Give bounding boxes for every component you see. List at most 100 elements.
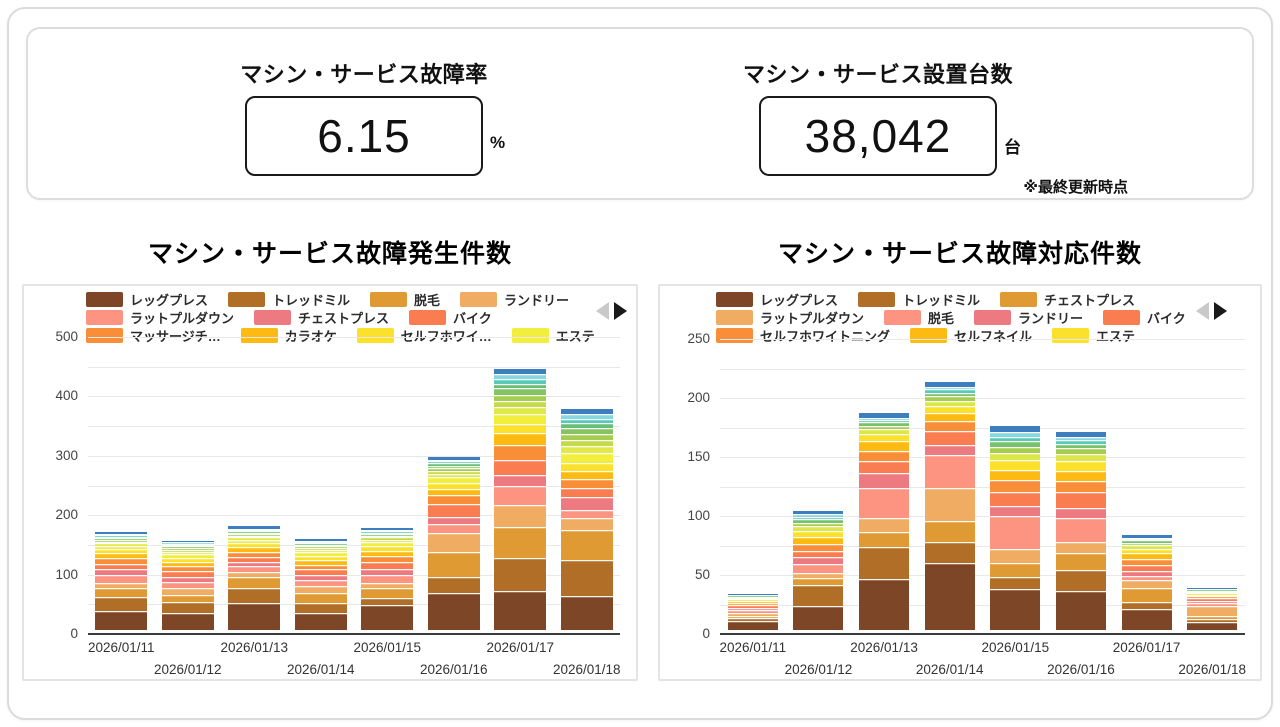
bar-segment[interactable] [793, 556, 844, 564]
bar-segment[interactable] [494, 395, 547, 402]
bar-segment[interactable] [924, 541, 975, 563]
bar-segment[interactable] [560, 487, 613, 497]
bar-segment[interactable] [793, 519, 844, 523]
bar-segment[interactable] [924, 401, 975, 406]
bar-segment[interactable] [727, 595, 778, 597]
bar-segment[interactable] [1121, 539, 1172, 541]
bar-segment[interactable] [990, 588, 1041, 630]
bar-segment[interactable] [560, 518, 613, 531]
bar-segment[interactable] [924, 562, 975, 630]
bar-segment[interactable] [161, 571, 214, 577]
bar-segment[interactable] [294, 543, 347, 545]
bar-segment[interactable] [793, 514, 844, 517]
bar-segment[interactable] [560, 595, 613, 630]
bar-segment[interactable] [95, 549, 148, 554]
bar-segment[interactable] [361, 582, 414, 589]
bar-segment[interactable] [727, 597, 778, 600]
bar-segment[interactable] [161, 581, 214, 588]
bar-segment[interactable] [427, 576, 480, 594]
bar-segment[interactable] [161, 548, 214, 550]
bar-segment[interactable] [494, 378, 547, 384]
bar-segment[interactable] [924, 382, 975, 388]
bar-segment[interactable] [859, 547, 910, 580]
bar-segment[interactable] [859, 412, 910, 418]
bar-segment[interactable] [228, 528, 281, 530]
bar-segment[interactable] [1187, 595, 1238, 599]
bar-segment[interactable] [294, 602, 347, 614]
bar-segment[interactable] [427, 482, 480, 489]
legend-prev-icon[interactable] [1196, 302, 1209, 320]
bar-segment[interactable] [494, 527, 547, 559]
bar-segment[interactable] [361, 531, 414, 533]
bar-segment[interactable] [427, 461, 480, 464]
bar-segment[interactable] [1187, 602, 1238, 607]
bar-segment[interactable] [727, 600, 778, 603]
bar-segment[interactable] [95, 541, 148, 544]
bar-segment[interactable] [294, 559, 347, 565]
bar-segment[interactable] [294, 555, 347, 560]
bar-segment[interactable] [990, 515, 1041, 549]
bar-segment[interactable] [427, 532, 480, 552]
bar-segment[interactable] [494, 374, 547, 379]
bar-segment[interactable] [727, 596, 778, 598]
bar-segment[interactable] [924, 444, 975, 456]
legend-prev-icon[interactable] [596, 302, 609, 320]
bar-segment[interactable] [560, 510, 613, 519]
bar-segment[interactable] [859, 417, 910, 421]
bar-segment[interactable] [727, 607, 778, 610]
bar-segment[interactable] [161, 587, 214, 595]
bar-segment[interactable] [859, 450, 910, 462]
bar-segment[interactable] [990, 460, 1041, 470]
bar-segment[interactable] [228, 576, 281, 589]
bar-segment[interactable] [161, 549, 214, 552]
bar-segment[interactable] [560, 445, 613, 454]
bar-segment[interactable] [727, 605, 778, 608]
bar-segment[interactable] [228, 556, 281, 562]
bar-segment[interactable] [1121, 601, 1172, 609]
bar-segment[interactable] [859, 441, 910, 451]
bar-segment[interactable] [1055, 541, 1106, 554]
bar-segment[interactable] [727, 615, 778, 619]
bar-segment[interactable] [859, 517, 910, 533]
bar-segment[interactable] [1187, 588, 1238, 590]
bar-segment[interactable] [1187, 621, 1238, 630]
bar-segment[interactable] [361, 546, 414, 552]
bar-segment[interactable] [427, 488, 480, 495]
bar-segment[interactable] [1187, 606, 1238, 616]
bar-segment[interactable] [560, 530, 613, 560]
bar-segment[interactable] [560, 440, 613, 446]
bar-segment[interactable] [294, 586, 347, 594]
bar-segment[interactable] [924, 405, 975, 413]
bar-segment[interactable] [494, 368, 547, 375]
bar-segment[interactable] [361, 551, 414, 557]
bar-segment[interactable] [793, 578, 844, 586]
bar-segment[interactable] [494, 504, 547, 528]
bar-segment[interactable] [924, 387, 975, 390]
bar-segment[interactable] [494, 401, 547, 408]
bar-segment[interactable] [924, 389, 975, 393]
bar-segment[interactable] [727, 609, 778, 614]
bar-segment[interactable] [228, 571, 281, 577]
bar-segment[interactable] [793, 550, 844, 557]
bar-segment[interactable] [1121, 535, 1172, 538]
bar-segment[interactable] [361, 542, 414, 547]
bar-segment[interactable] [161, 551, 214, 554]
bar-segment[interactable] [1055, 508, 1106, 518]
bar-segment[interactable] [361, 597, 414, 606]
bar-segment[interactable] [95, 582, 148, 589]
bar-segment[interactable] [294, 574, 347, 581]
bar-segment[interactable] [560, 453, 613, 463]
bar-segment[interactable] [427, 459, 480, 462]
bar-segment[interactable] [990, 453, 1041, 461]
bar-segment[interactable] [560, 559, 613, 596]
bar-segment[interactable] [859, 488, 910, 518]
legend-next-icon[interactable] [614, 302, 627, 320]
bar-segment[interactable] [161, 613, 214, 630]
bar-segment[interactable] [924, 421, 975, 431]
bar-segment[interactable] [494, 445, 547, 460]
bar-segment[interactable] [161, 546, 214, 549]
bar-segment[interactable] [727, 613, 778, 616]
bar-segment[interactable] [95, 535, 148, 537]
bar-segment[interactable] [294, 549, 347, 553]
bar-segment[interactable] [228, 532, 281, 534]
